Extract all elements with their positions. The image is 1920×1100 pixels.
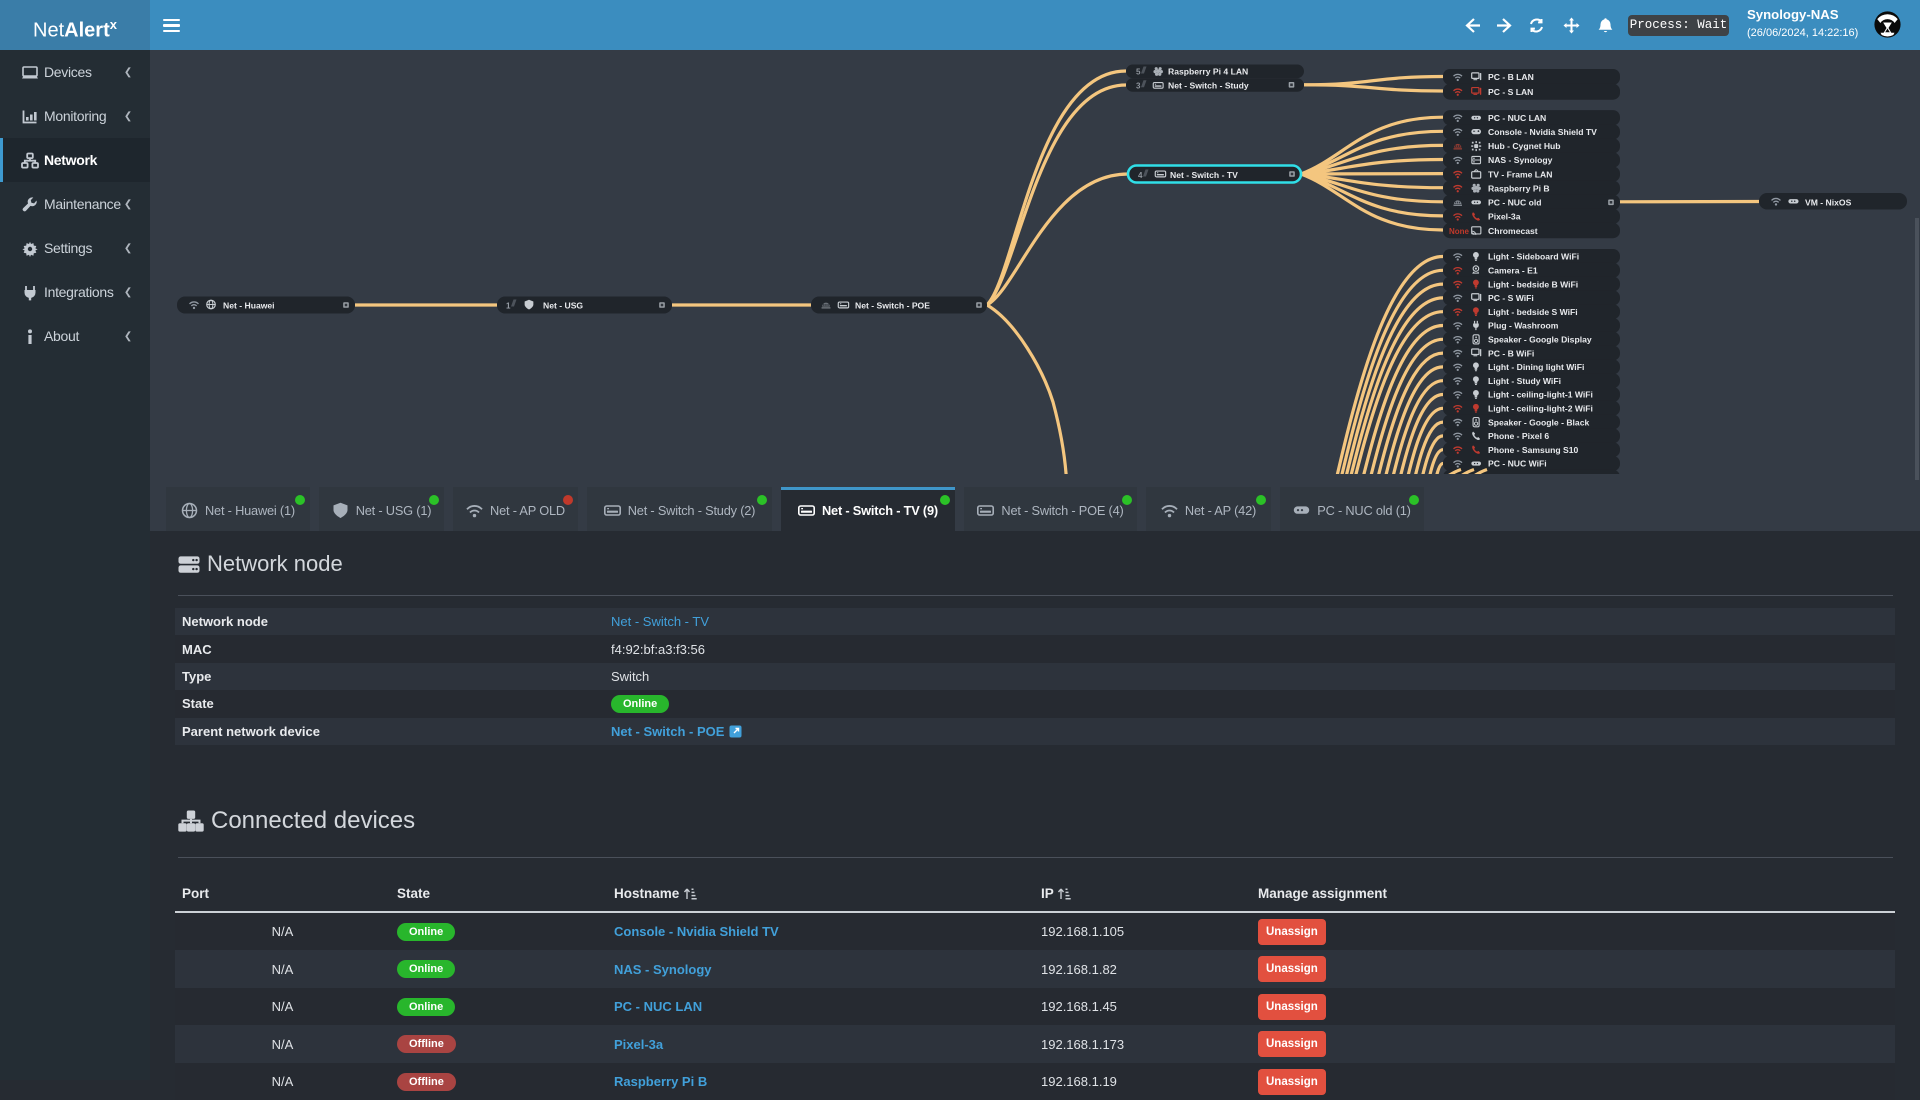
svg-text:Chromecast: Chromecast [1488,226,1538,236]
svg-text:5: 5 [1136,68,1141,77]
svg-text:3: 3 [1136,81,1141,90]
svg-text:PC - NUC LAN: PC - NUC LAN [1488,113,1546,123]
svg-text:Raspberry Pi B: Raspberry Pi B [1488,183,1550,193]
svg-text:Raspberry Pi 4 LAN: Raspberry Pi 4 LAN [1168,67,1248,77]
svg-text:PC - NUC WiFi: PC - NUC WiFi [1488,459,1547,469]
svg-text:Speaker - Google Display: Speaker - Google Display [1488,335,1592,345]
svg-text:Net - Switch - POE: Net - Switch - POE [855,301,930,311]
svg-text:Light - bedside S WiFi: Light - bedside S WiFi [1488,307,1578,317]
svg-text:NAS - Synology: NAS - Synology [1488,155,1553,165]
svg-text:4: 4 [1138,171,1143,180]
svg-text:Plug - Washroom: Plug - Washroom [1488,321,1559,331]
svg-text:1: 1 [506,302,511,311]
svg-text:Light - Study WiFi: Light - Study WiFi [1488,376,1561,386]
svg-text:Light - Dining light WiFi: Light - Dining light WiFi [1488,362,1584,372]
svg-text:None: None [1449,227,1470,236]
svg-text:TV - Frame LAN: TV - Frame LAN [1488,169,1552,179]
svg-text:Light - ceiling-light-2 WiFi: Light - ceiling-light-2 WiFi [1488,404,1593,414]
svg-text:PC - B WiFi: PC - B WiFi [1488,348,1534,358]
svg-text:Net - Switch - TV: Net - Switch - TV [1170,170,1238,180]
svg-text:Net - Huawei: Net - Huawei [223,301,275,311]
svg-text:PC - B LAN: PC - B LAN [1488,72,1534,82]
svg-text:PC - S LAN: PC - S LAN [1488,87,1533,97]
svg-text:Phone - Samsung S10: Phone - Samsung S10 [1488,445,1578,455]
svg-text:Net - USG: Net - USG [543,301,583,311]
svg-text:Phone - Pixel 6: Phone - Pixel 6 [1488,431,1549,441]
svg-text:Pixel-3a: Pixel-3a [1488,212,1521,222]
svg-text:Light - Sideboard WiFi: Light - Sideboard WiFi [1488,252,1579,262]
svg-text:Speaker - Google - Black: Speaker - Google - Black [1488,417,1589,427]
svg-text:Light - ceiling-light-1 WiFi: Light - ceiling-light-1 WiFi [1488,390,1593,400]
svg-text:Camera - E1: Camera - E1 [1488,266,1538,276]
svg-text:VM - NixOS: VM - NixOS [1805,198,1852,208]
svg-text:Light - bedside B WiFi: Light - bedside B WiFi [1488,279,1578,289]
svg-text:PC - S WiFi: PC - S WiFi [1488,293,1534,303]
svg-text:PC - NUC old: PC - NUC old [1488,198,1541,208]
svg-text:Net - Switch - Study: Net - Switch - Study [1168,80,1249,90]
svg-text:Hub - Cygnet Hub: Hub - Cygnet Hub [1488,141,1561,151]
svg-text:Console - Nvidia Shield TV: Console - Nvidia Shield TV [1488,127,1597,137]
